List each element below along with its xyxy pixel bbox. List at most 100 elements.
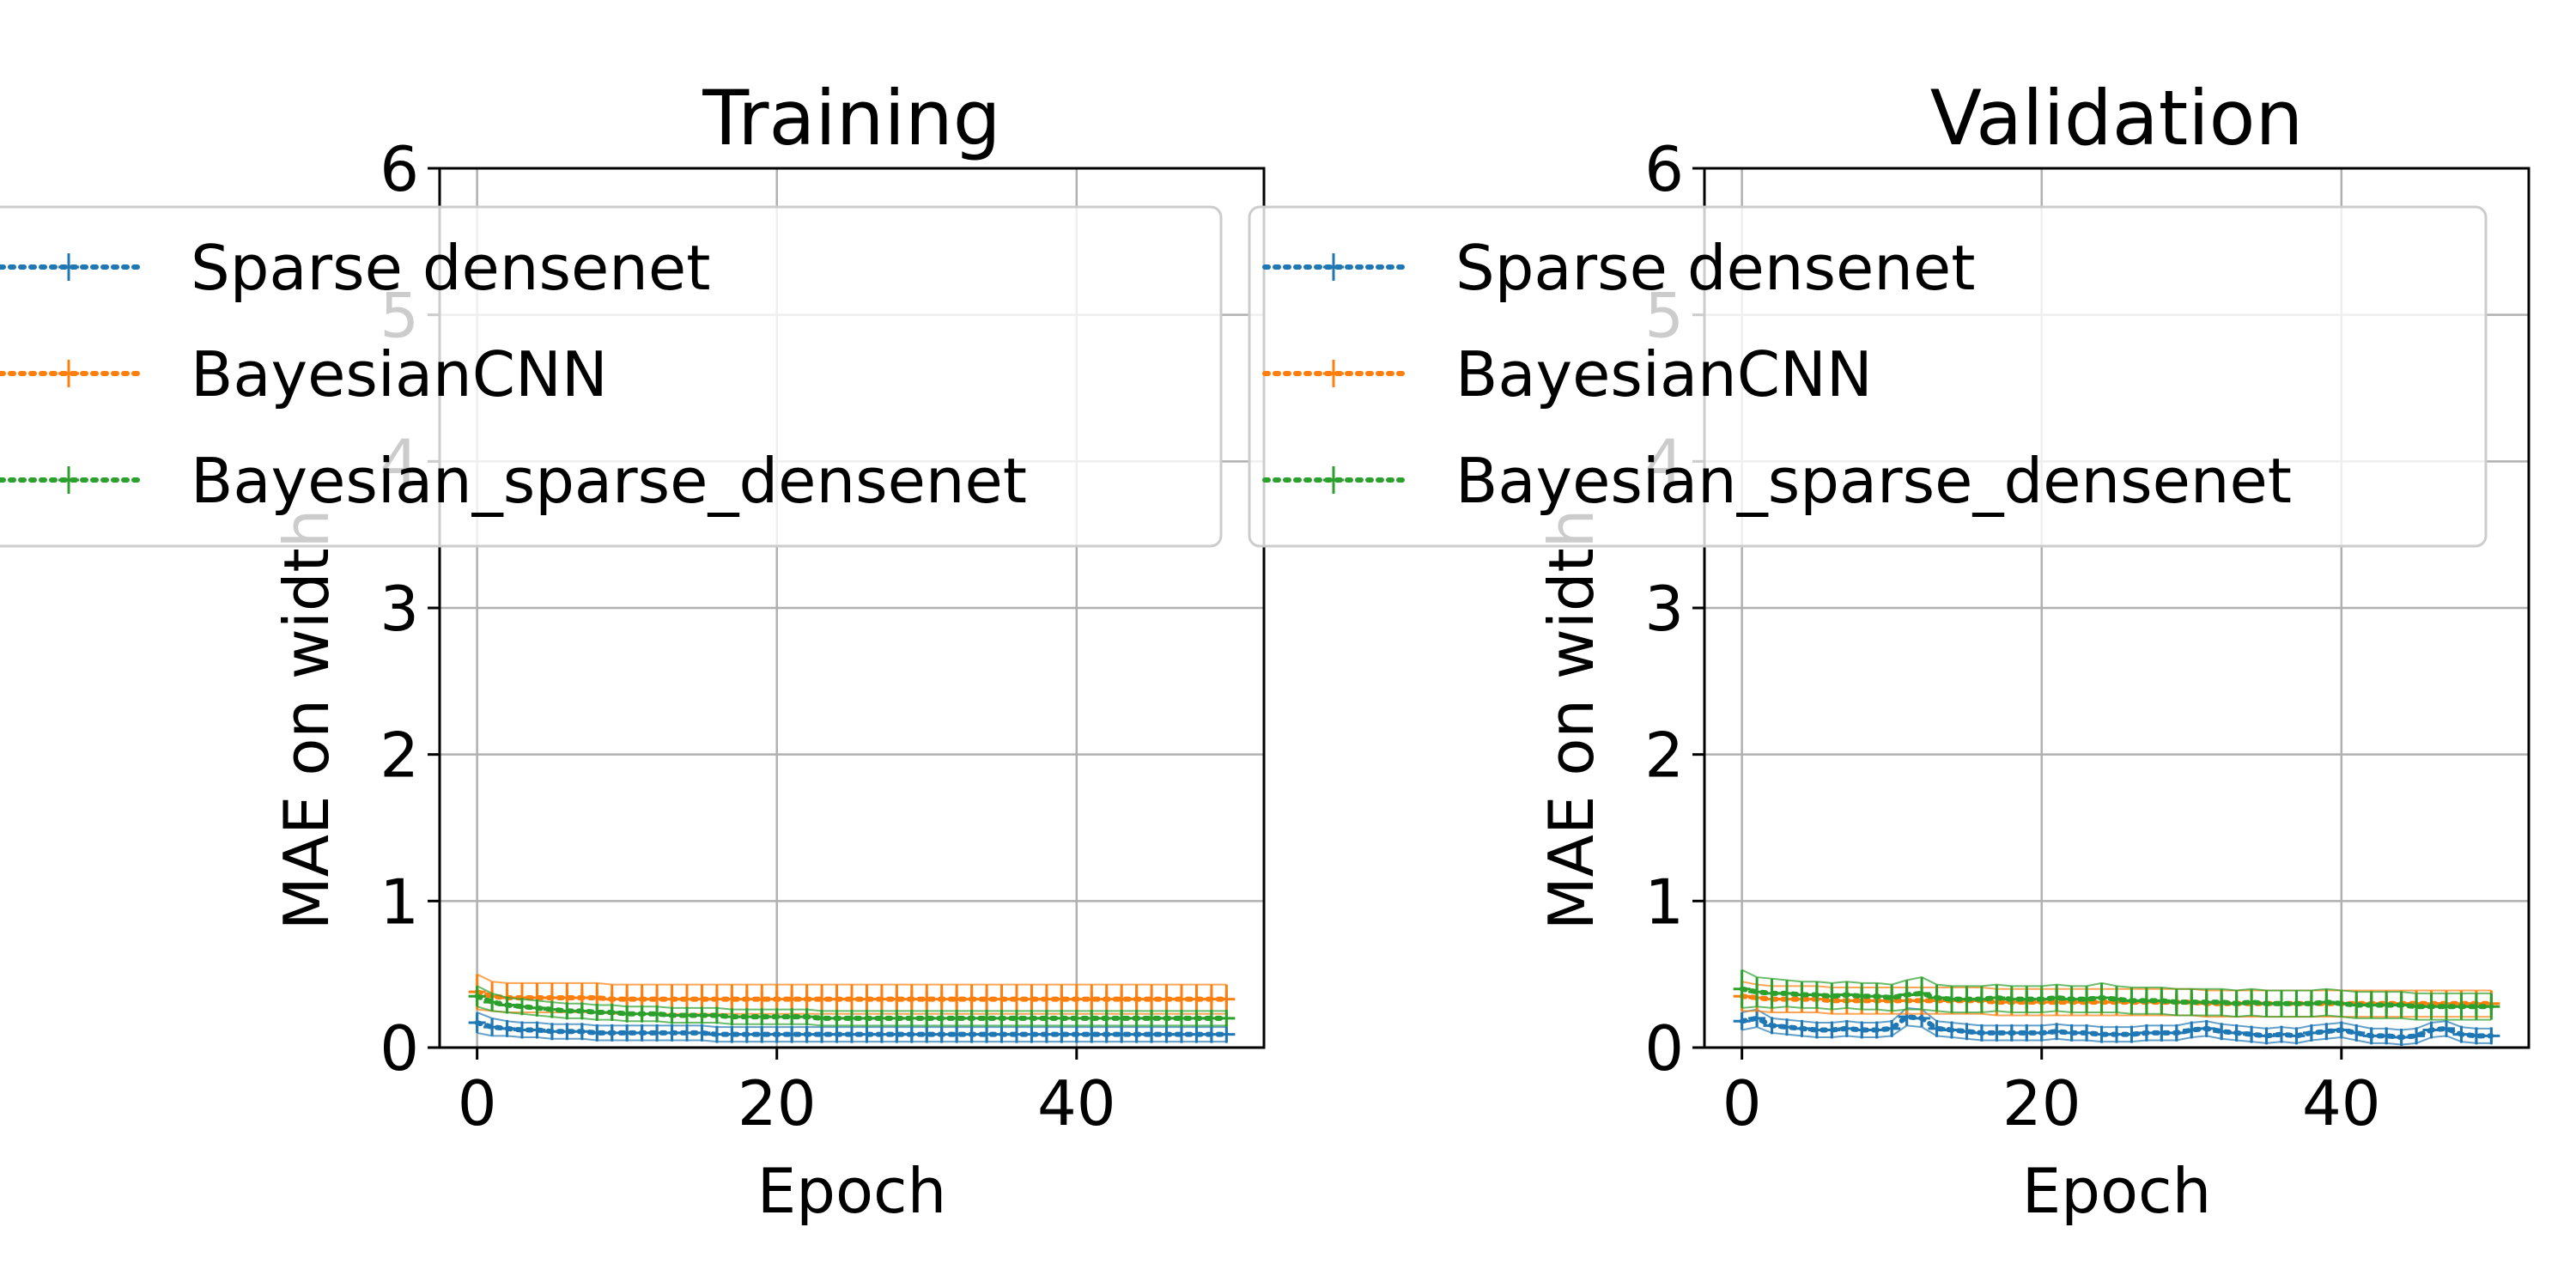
data-point — [2002, 1024, 2020, 1042]
data-point — [1763, 1017, 1781, 1035]
validation-panel: 020400123456ValidationEpochMAE on widthS… — [1248, 74, 2530, 1227]
data-point — [1972, 990, 1990, 1008]
data-point — [1083, 1009, 1101, 1027]
data-point — [2243, 993, 2261, 1012]
data-point — [2438, 1019, 2455, 1037]
x-tick-label: 0 — [1722, 1067, 1762, 1139]
data-point — [1972, 1024, 1990, 1042]
x-tick-label: 20 — [738, 1067, 817, 1139]
data-point — [2422, 1021, 2440, 1039]
data-point — [1218, 1025, 1236, 1043]
data-point — [1067, 990, 1085, 1008]
data-point — [693, 990, 711, 1008]
data-point — [753, 1008, 771, 1026]
legend-item: Bayesian_sparse_densenet — [1262, 445, 2292, 517]
data-point — [2392, 996, 2410, 1014]
data-point — [2093, 1025, 2111, 1043]
data-point — [2227, 1024, 2245, 1042]
data-point — [2213, 993, 2231, 1012]
data-point — [693, 1006, 711, 1024]
data-point — [2137, 1024, 2155, 1042]
data-point — [2063, 1024, 2081, 1042]
data-point — [603, 1004, 621, 1022]
data-point — [708, 1006, 726, 1024]
data-point — [978, 990, 996, 1008]
data-point — [1023, 1009, 1041, 1027]
data-point — [1097, 1009, 1115, 1027]
data-point — [2273, 1025, 2290, 1043]
data-point — [933, 1025, 951, 1043]
data-point — [1037, 990, 1055, 1008]
data-point — [1218, 990, 1236, 1008]
data-point — [1023, 1025, 1041, 1043]
data-point — [1943, 990, 1960, 1008]
data-point — [2227, 994, 2245, 1012]
data-point — [2183, 993, 2201, 1012]
data-point — [948, 1025, 966, 1043]
data-point — [2123, 1025, 2141, 1043]
data-point — [2032, 1024, 2050, 1042]
data-point — [2482, 998, 2500, 1016]
data-point — [993, 990, 1011, 1008]
data-point — [768, 990, 786, 1008]
data-point — [902, 1009, 920, 1027]
data-point — [1113, 1025, 1131, 1043]
data-point — [1823, 1021, 1841, 1039]
data-point — [678, 990, 696, 1008]
data-point — [813, 990, 831, 1008]
data-point — [918, 990, 936, 1008]
data-point — [1928, 988, 1946, 1006]
data-point — [2153, 992, 2171, 1010]
data-point — [2452, 998, 2470, 1016]
data-point — [1807, 986, 1826, 1004]
data-point — [708, 1025, 726, 1043]
data-point — [1157, 1009, 1176, 1027]
data-point — [2123, 992, 2141, 1010]
data-point — [483, 993, 501, 1012]
legend-marker — [58, 253, 79, 281]
x-tick-label: 40 — [1037, 1067, 1116, 1139]
data-point — [2213, 1023, 2231, 1041]
data-point — [828, 990, 846, 1008]
data-point — [1202, 990, 1220, 1008]
data-point — [993, 1025, 1011, 1043]
data-point — [1067, 1025, 1085, 1043]
data-point — [1883, 988, 1901, 1006]
data-point — [1143, 1009, 1161, 1027]
data-point — [543, 1000, 561, 1018]
y-tick-label: 2 — [1644, 720, 1684, 792]
y-tick-label: 2 — [380, 720, 419, 792]
data-point — [663, 1006, 681, 1024]
data-point — [573, 1002, 591, 1020]
data-point — [2197, 1019, 2215, 1037]
data-point — [618, 1024, 636, 1042]
legend-label: Bayesian_sparse_densenet — [1455, 445, 2292, 517]
data-point — [902, 1025, 920, 1043]
y-axis-label: MAE on width — [270, 509, 343, 931]
data-point — [1083, 1025, 1101, 1043]
series-group — [468, 973, 1236, 1043]
x-axis-label: Epoch — [2022, 1155, 2211, 1227]
data-point — [2093, 988, 2111, 1006]
data-point — [2467, 998, 2485, 1016]
data-point — [1778, 984, 1795, 1002]
data-point — [1853, 987, 1871, 1005]
legend-marker — [1323, 253, 1344, 281]
legend-label: BayesianCNN — [1455, 338, 1873, 410]
y-tick-label: 3 — [1644, 573, 1684, 645]
data-point — [933, 990, 951, 1008]
data-point — [858, 990, 876, 1008]
data-point — [2257, 1027, 2275, 1045]
data-point — [513, 1021, 531, 1039]
data-point — [498, 1019, 516, 1037]
data-point — [2362, 996, 2380, 1014]
data-point — [738, 1008, 756, 1026]
data-point — [948, 990, 966, 1008]
data-point — [1898, 986, 1916, 1004]
data-point — [2048, 1023, 2066, 1041]
data-point — [633, 990, 651, 1008]
data-point — [2108, 990, 2125, 1008]
data-point — [1748, 1009, 1766, 1027]
legend: Sparse densenet BayesianCNN Bayesian_spars… — [0, 205, 1223, 548]
data-point — [2332, 1021, 2350, 1039]
